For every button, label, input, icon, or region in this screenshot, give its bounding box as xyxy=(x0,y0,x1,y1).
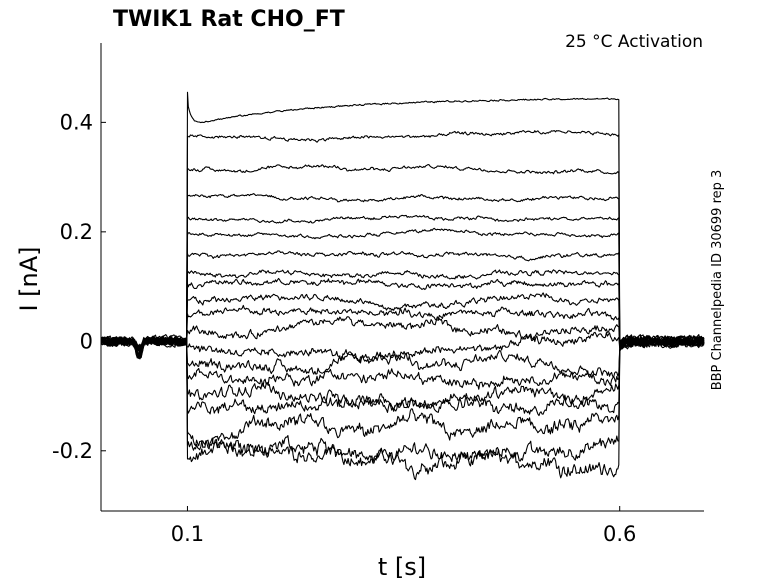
chart-title: TWIK1 Rat CHO_FT xyxy=(113,7,345,32)
sweep-trace xyxy=(100,91,705,360)
sweep-trace xyxy=(100,304,705,354)
sweep-trace xyxy=(100,292,705,353)
plot-area xyxy=(100,91,705,481)
sweep-trace xyxy=(100,334,705,378)
x-ticks: 0.1 0.6 xyxy=(171,506,636,546)
sweep-trace xyxy=(100,214,705,356)
sweep-trace xyxy=(100,250,705,356)
sweep-trace xyxy=(100,277,705,358)
x-tick-label: 0.1 xyxy=(171,522,204,546)
sweep-trace xyxy=(100,331,705,365)
side-label: BBP Channelpedia ID 30699 rep 3 xyxy=(710,170,725,391)
sweep-trace xyxy=(100,227,705,357)
sweep-trace xyxy=(100,130,705,359)
sweep-trace xyxy=(100,269,705,351)
x-axis-label: t [s] xyxy=(378,553,426,581)
sweep-trace xyxy=(100,316,705,349)
sweep-trace xyxy=(100,334,705,413)
y-axis-label: I [nA] xyxy=(15,246,43,311)
x-tick-label: 0.6 xyxy=(603,522,636,546)
sweep-trace xyxy=(100,193,705,358)
sweep-trace xyxy=(100,335,705,481)
sweep-trace xyxy=(100,335,705,390)
y-ticks: -0.2 0 0.2 0.4 xyxy=(52,110,106,463)
axes xyxy=(100,43,704,512)
y-tick-label: 0 xyxy=(80,329,93,353)
chart-subtitle: 25 °C Activation xyxy=(565,32,703,52)
y-tick-label: 0.2 xyxy=(60,220,93,244)
y-tick-label: 0.4 xyxy=(60,110,93,134)
sweep-trace xyxy=(100,336,705,448)
y-tick-label: -0.2 xyxy=(52,439,93,463)
sweep-trace xyxy=(100,164,705,360)
